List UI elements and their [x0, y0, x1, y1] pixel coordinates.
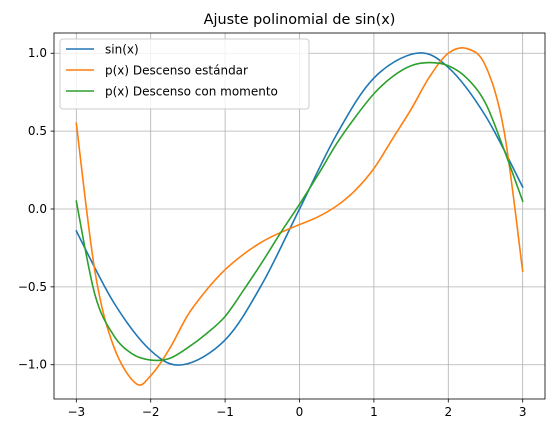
y-tick-label: 0.5: [28, 124, 47, 138]
y-tick-label: −0.5: [18, 280, 47, 294]
chart-title: Ajuste polinomial de sin(x): [204, 12, 396, 28]
y-tick-label: −1.0: [18, 358, 47, 372]
legend-label: p(x) Descenso con momento: [105, 85, 278, 99]
x-tick-label: −3: [67, 405, 85, 419]
series-line-2: [75, 61, 524, 362]
legend-label: sin(x): [105, 43, 139, 57]
ticks: −3 −2 −1 0 1 2 3 −1.0 −0.5 0.0 0.5 1.0: [18, 46, 527, 419]
x-tick-label: −1: [216, 405, 234, 419]
y-tick-label: 0.0: [28, 202, 47, 216]
x-tick-label: 0: [296, 405, 304, 419]
x-tick-label: 2: [444, 405, 452, 419]
y-tick-label: 1.0: [28, 46, 47, 60]
x-tick-label: 3: [519, 405, 527, 419]
legend-label: p(x) Descenso estándar: [105, 64, 248, 78]
x-tick-label: 1: [370, 405, 378, 419]
series-layer: [75, 46, 524, 386]
x-tick-label: −2: [142, 405, 160, 419]
series-line-1: [75, 46, 524, 386]
legend-box: [59, 38, 310, 110]
series-line-0: [75, 52, 524, 366]
legend: sin(x) p(x) Descenso estándar p(x) Descens…: [59, 38, 310, 110]
